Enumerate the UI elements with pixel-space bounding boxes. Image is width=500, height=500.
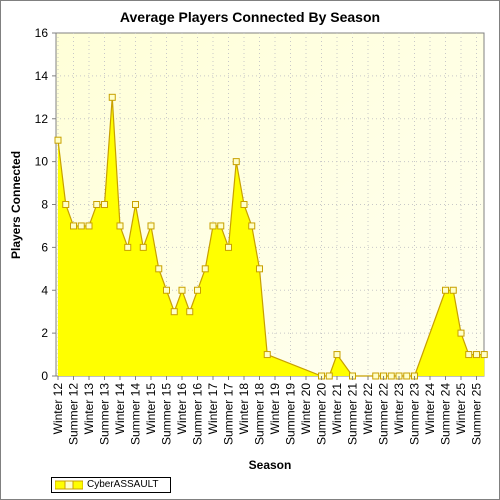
data-point xyxy=(442,286,449,294)
x-tick-label: Summer 16 xyxy=(191,383,205,445)
y-tick-label: 2 xyxy=(41,326,48,340)
data-point xyxy=(325,372,333,380)
x-tick-label: Winter 12 xyxy=(51,383,65,435)
data-point xyxy=(240,201,248,208)
data-point xyxy=(263,351,271,359)
x-tick-label: Winter 20 xyxy=(299,383,313,435)
x-tick-label: Winter 16 xyxy=(175,383,189,435)
x-tick-label: Summer 19 xyxy=(284,383,298,445)
data-point xyxy=(194,286,201,294)
x-tick-label: Summer 21 xyxy=(346,383,360,445)
x-tick-label: Summer 17 xyxy=(222,383,236,445)
data-point xyxy=(473,351,480,359)
y-tick-label: 4 xyxy=(41,283,48,297)
x-tick-label: Winter 14 xyxy=(113,383,127,435)
data-point xyxy=(132,201,139,208)
chart-title: Average Players Connected By Season xyxy=(119,9,381,25)
x-axis: Winter 12 Summer 12 Winter 13 Summer 13 Wint… xyxy=(51,376,484,445)
x-tick-label: Winter 23 xyxy=(392,383,406,435)
y-tick-label: 0 xyxy=(41,369,48,383)
data-point xyxy=(77,222,85,230)
data-point xyxy=(155,265,163,273)
y-axis: 0 2 4 6 8 10 12 14 16 xyxy=(35,26,56,383)
x-tick-label: Summer 24 xyxy=(439,383,453,445)
data-point xyxy=(201,265,209,273)
grid xyxy=(56,33,484,376)
legend: CyberASSAULT xyxy=(51,477,171,493)
x-tick-label: Winter 24 xyxy=(423,383,437,435)
data-point xyxy=(54,136,62,144)
x-axis-label: Season xyxy=(249,458,292,472)
x-tick-label: Summer 15 xyxy=(160,383,174,445)
data-point xyxy=(170,308,178,316)
data-point xyxy=(139,243,147,251)
data-point xyxy=(256,265,263,273)
x-tick-label: Summer 23 xyxy=(408,383,422,445)
x-tick-label: Winter 25 xyxy=(454,383,468,435)
x-tick-label: Winter 15 xyxy=(144,383,158,435)
x-tick-label: Winter 18 xyxy=(237,383,251,435)
data-point xyxy=(93,201,101,208)
y-tick-label: 10 xyxy=(35,155,49,169)
data-point xyxy=(186,308,194,316)
data-point xyxy=(116,222,124,230)
series-fill xyxy=(58,97,485,376)
x-tick-label: Winter 17 xyxy=(206,383,220,435)
data-point xyxy=(101,201,108,208)
x-tick-label: Summer 22 xyxy=(377,383,391,445)
y-tick-label: 16 xyxy=(35,26,49,40)
data-point xyxy=(62,201,70,208)
data-point xyxy=(403,372,411,380)
y-axis-label: Players Connected xyxy=(9,151,23,259)
data-point xyxy=(70,222,77,230)
data-point xyxy=(232,158,240,166)
y-tick-label: 6 xyxy=(41,240,48,254)
legend-label: CyberASSAULT xyxy=(87,479,159,490)
x-tick-label: Winter 19 xyxy=(268,383,282,435)
x-tick-label: Summer 12 xyxy=(67,383,81,445)
data-point xyxy=(449,286,457,294)
data-point xyxy=(248,222,256,230)
data-point xyxy=(480,351,488,359)
x-tick-label: Summer 14 xyxy=(129,383,143,445)
data-point xyxy=(217,222,225,230)
data-point xyxy=(108,93,116,101)
data-point xyxy=(178,286,186,294)
x-tick-label: Winter 21 xyxy=(330,383,344,435)
x-tick-label: Summer 13 xyxy=(98,383,112,445)
data-point xyxy=(85,222,93,230)
legend-swatch xyxy=(55,480,83,490)
data-point xyxy=(163,286,170,294)
x-tick-label: Summer 25 xyxy=(470,383,484,445)
data-point xyxy=(387,372,395,380)
x-tick-label: Winter 22 xyxy=(361,383,375,435)
y-tick-label: 14 xyxy=(35,69,49,83)
data-point xyxy=(209,222,217,230)
x-tick-label: Summer 20 xyxy=(315,383,329,445)
data-point xyxy=(372,372,380,380)
y-tick-label: 8 xyxy=(41,198,48,212)
x-tick-label: Winter 13 xyxy=(82,383,96,435)
data-point xyxy=(465,351,473,359)
data-point xyxy=(457,329,465,337)
data-point xyxy=(333,351,341,359)
data-point xyxy=(147,222,155,230)
x-tick-label: Summer 18 xyxy=(253,383,267,445)
y-tick-label: 12 xyxy=(35,112,49,126)
data-point xyxy=(225,243,232,251)
data-point xyxy=(124,243,132,251)
